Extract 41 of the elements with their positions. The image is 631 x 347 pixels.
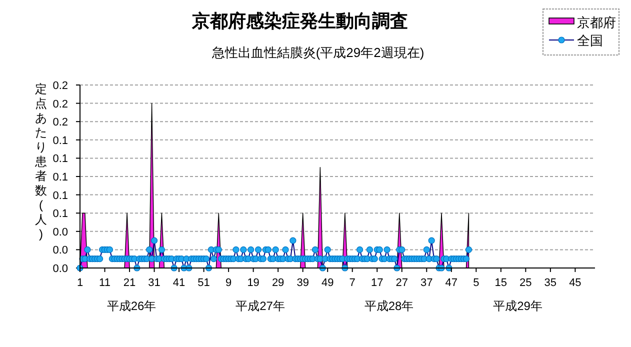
x-tick-label: 29: [272, 277, 284, 289]
legend-label: 全国: [577, 33, 603, 48]
y-tick-label: 0.1: [52, 190, 68, 202]
y-tick-label: 0.2: [52, 98, 68, 110]
chart-title: 京都府感染症発生動向調査: [191, 11, 408, 31]
x-tick-label: 11: [99, 277, 110, 289]
y-tick-label: 0.1: [52, 172, 68, 184]
legend-label: 京都府: [577, 15, 616, 30]
x-tick-label: 39: [296, 277, 309, 289]
x-tick-label: 37: [420, 277, 433, 289]
text: 平成26年: [106, 299, 156, 313]
x-tick-label: 5: [473, 277, 480, 289]
y-tick-label: 0.1: [52, 153, 68, 166]
text: 平成28年: [364, 299, 414, 313]
x-tick-label: 35: [544, 277, 557, 289]
y-tick-label: 0.2: [52, 116, 68, 129]
x-tick-label: 19: [247, 277, 260, 289]
text: 平成29年: [493, 299, 542, 313]
x-tick-label: 27: [396, 277, 408, 289]
x-tick-label: 25: [520, 277, 532, 289]
x-tick-label: 9: [225, 277, 232, 289]
x-tick-label: 45: [569, 277, 582, 289]
y-tick-label: 0.0: [52, 226, 68, 238]
y-tick-label: 0.1: [52, 208, 68, 220]
x-tick-label: 7: [349, 277, 356, 289]
x-tick-label: 49: [321, 277, 334, 289]
x-tick-label: 31: [148, 277, 160, 289]
x-tick-label: 21: [123, 277, 136, 289]
x-tick-label: 51: [198, 277, 210, 289]
y-tick-label: 0.1: [52, 134, 68, 147]
text: 平成27年: [236, 299, 285, 313]
text: 定点あたり患者数(人): [35, 82, 47, 241]
chart-subtitle: 急性出血性結膜炎(平成29年2週現在): [210, 45, 424, 60]
y-tick-label: 0.0: [52, 244, 68, 257]
x-tick-label: 1: [76, 277, 84, 289]
x-tick-label: 47: [445, 277, 458, 289]
x-tick-label: 17: [370, 277, 384, 289]
x-tick-label: 15: [494, 277, 508, 289]
y-tick-label: 0.2: [52, 80, 68, 92]
x-tick-label: 41: [172, 277, 186, 289]
y-tick-label: 0.0: [52, 263, 68, 275]
